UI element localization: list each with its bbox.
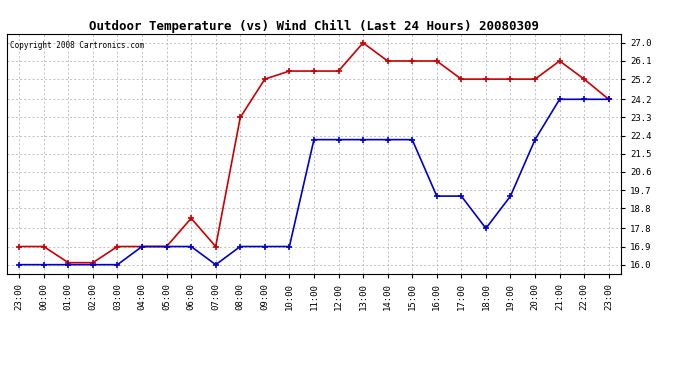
- Text: Copyright 2008 Cartronics.com: Copyright 2008 Cartronics.com: [10, 41, 144, 50]
- Title: Outdoor Temperature (vs) Wind Chill (Last 24 Hours) 20080309: Outdoor Temperature (vs) Wind Chill (Las…: [89, 20, 539, 33]
